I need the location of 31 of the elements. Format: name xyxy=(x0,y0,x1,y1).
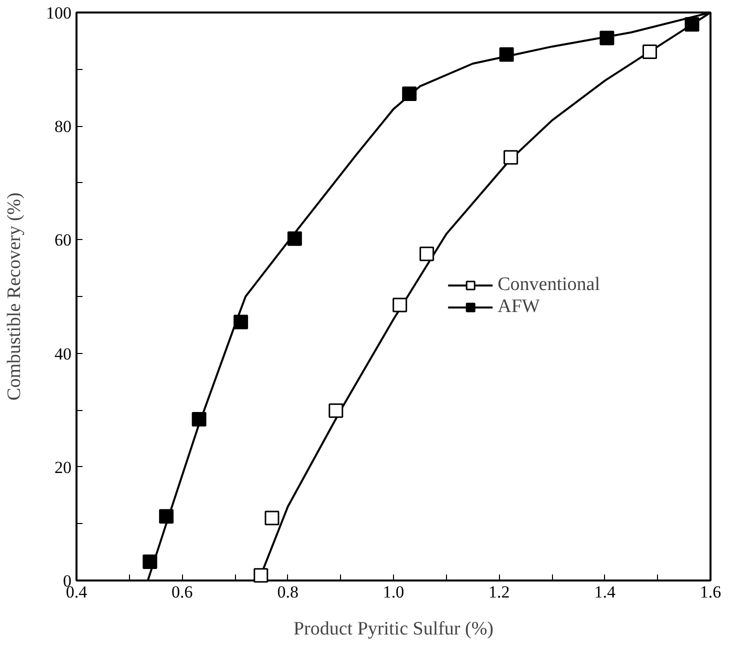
y-tick-label: 60 xyxy=(54,230,72,250)
x-tick-label: 1.6 xyxy=(700,582,722,602)
point xyxy=(642,44,657,59)
x-axis-title: Product Pyritic Sulfur (%) xyxy=(294,618,494,640)
point xyxy=(402,86,417,101)
y-axis-title: Combustible Recovery (%) xyxy=(4,192,25,400)
point xyxy=(504,150,518,165)
point xyxy=(328,403,344,418)
x-tick-label: 0.6 xyxy=(172,582,193,602)
point xyxy=(192,412,206,426)
text: 1.0 xyxy=(382,582,404,602)
point xyxy=(392,298,408,312)
point xyxy=(234,314,248,330)
y-tick-label: 40 xyxy=(54,344,72,364)
point xyxy=(142,554,158,570)
legend-label: AFW xyxy=(498,296,540,318)
point xyxy=(600,30,614,46)
legend-label: Conventional xyxy=(498,274,600,296)
y-tick-label: 80 xyxy=(54,117,72,136)
point xyxy=(159,509,174,524)
x-tick-label: 1.2 xyxy=(488,582,510,602)
point xyxy=(499,47,514,62)
point xyxy=(264,510,280,526)
y-tick-label: 20 xyxy=(54,458,72,477)
x-tick-label: 0.8 xyxy=(277,582,298,602)
point xyxy=(287,231,302,246)
point xyxy=(420,246,434,262)
point xyxy=(254,568,268,583)
x-tick-label: 1.4 xyxy=(594,582,616,602)
y-tick-label: 100 xyxy=(46,4,72,22)
point xyxy=(684,17,700,32)
